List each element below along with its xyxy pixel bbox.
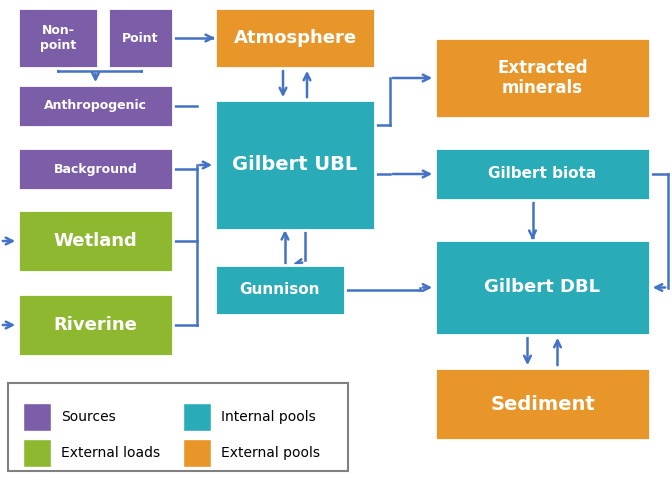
FancyBboxPatch shape xyxy=(435,240,650,335)
Text: External loads: External loads xyxy=(61,446,160,460)
Text: Atmosphere: Atmosphere xyxy=(233,29,357,47)
Text: Anthropogenic: Anthropogenic xyxy=(44,99,147,112)
Text: Internal pools: Internal pools xyxy=(221,410,316,424)
Text: Background: Background xyxy=(54,163,137,176)
FancyBboxPatch shape xyxy=(18,148,173,190)
Text: Riverine: Riverine xyxy=(54,316,138,334)
Text: Extracted
minerals: Extracted minerals xyxy=(497,59,588,97)
Text: Non-
point: Non- point xyxy=(40,24,76,52)
Text: Gilbert UBL: Gilbert UBL xyxy=(233,156,358,175)
Text: Gunnison: Gunnison xyxy=(240,283,321,298)
Text: Gilbert biota: Gilbert biota xyxy=(489,167,597,181)
FancyBboxPatch shape xyxy=(18,85,173,127)
FancyBboxPatch shape xyxy=(23,439,51,467)
FancyBboxPatch shape xyxy=(108,8,173,68)
FancyBboxPatch shape xyxy=(215,100,375,230)
FancyBboxPatch shape xyxy=(8,383,348,471)
FancyBboxPatch shape xyxy=(435,38,650,118)
Text: Sources: Sources xyxy=(61,410,116,424)
Text: Wetland: Wetland xyxy=(54,232,137,250)
Text: Point: Point xyxy=(122,32,159,45)
FancyBboxPatch shape xyxy=(435,368,650,440)
Text: Sediment: Sediment xyxy=(490,395,595,413)
Text: Gilbert DBL: Gilbert DBL xyxy=(485,278,601,297)
FancyBboxPatch shape xyxy=(18,8,98,68)
FancyBboxPatch shape xyxy=(18,294,173,356)
Text: External pools: External pools xyxy=(221,446,320,460)
FancyBboxPatch shape xyxy=(23,403,51,431)
FancyBboxPatch shape xyxy=(183,403,211,431)
FancyBboxPatch shape xyxy=(435,148,650,200)
FancyBboxPatch shape xyxy=(215,8,375,68)
FancyBboxPatch shape xyxy=(18,210,173,272)
FancyBboxPatch shape xyxy=(183,439,211,467)
FancyBboxPatch shape xyxy=(215,265,345,315)
